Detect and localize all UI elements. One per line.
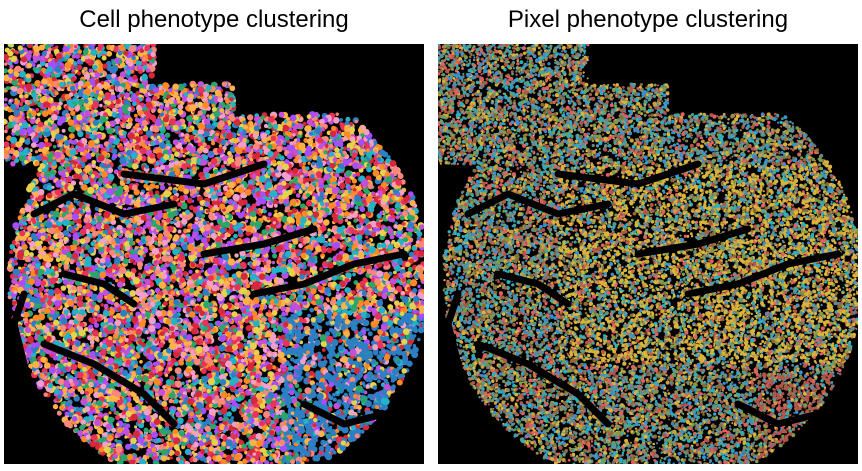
cell-cluster-dot xyxy=(164,436,169,440)
cell-cluster-dot xyxy=(344,218,349,223)
cell-cluster-dot xyxy=(177,103,184,110)
cell-cluster-dot xyxy=(173,256,178,260)
cell-cluster-dot xyxy=(75,54,80,59)
cell-cluster-dot xyxy=(154,240,159,246)
cell-cluster-dot xyxy=(245,215,250,220)
cell-cluster-dot xyxy=(325,279,329,283)
cell-cluster-dot xyxy=(354,205,359,210)
cell-cluster-dot xyxy=(72,139,78,145)
cell-cluster-dot xyxy=(11,278,18,285)
cell-cluster-dot xyxy=(113,169,119,175)
cell-cluster-dot xyxy=(272,253,278,259)
cell-cluster-dot xyxy=(327,228,331,232)
cell-cluster-dot xyxy=(70,180,77,186)
cell-cluster-dot xyxy=(416,236,421,241)
cell-cluster-dot xyxy=(68,133,75,140)
cell-cluster-dot xyxy=(23,226,28,231)
cell-cluster-dot xyxy=(308,447,313,451)
cell-cluster-dot xyxy=(367,331,373,337)
cell-cluster-dot xyxy=(7,294,12,300)
cell-cluster-dot xyxy=(417,326,424,334)
cell-cluster-dot xyxy=(70,144,75,149)
cell-cluster-dot xyxy=(89,339,95,345)
cell-cluster-dot xyxy=(125,443,132,450)
cell-cluster-dot xyxy=(172,189,178,194)
cell-cluster-dot xyxy=(295,193,301,198)
pixel-clustering-title: Pixel phenotype clustering xyxy=(438,4,858,36)
cell-cluster-dot xyxy=(58,98,63,102)
cell-cluster-dot xyxy=(4,97,8,102)
cell-cluster-dot xyxy=(274,209,278,213)
cell-cluster-dot xyxy=(353,218,358,223)
cell-cluster-dot xyxy=(85,134,90,139)
cell-cluster-dot xyxy=(135,238,140,243)
cell-clustering-title: Cell phenotype clustering xyxy=(4,4,424,36)
cell-cluster-dot xyxy=(150,108,156,113)
cell-cluster-dot xyxy=(36,173,41,178)
cell-cluster-dot xyxy=(135,353,141,359)
cell-cluster-dot xyxy=(241,155,245,160)
cell-cluster-dot xyxy=(271,260,276,265)
cell-cluster-dot xyxy=(355,171,361,177)
cell-cluster-dot xyxy=(114,438,118,443)
cell-cluster-dot xyxy=(290,248,295,253)
cell-cluster-dot xyxy=(220,391,228,399)
cell-cluster-dot xyxy=(129,90,133,95)
cell-cluster-dot xyxy=(182,391,187,396)
cell-cluster-dot xyxy=(396,230,402,235)
cell-cluster-dot xyxy=(284,208,289,213)
cell-cluster-dot xyxy=(391,239,396,244)
cell-cluster-dot xyxy=(277,335,281,339)
cell-cluster-dot xyxy=(365,235,369,239)
cell-cluster-dot xyxy=(150,345,158,352)
cell-cluster-dot xyxy=(164,137,169,142)
cell-cluster-dot xyxy=(15,50,20,55)
cell-cluster-dot xyxy=(206,144,211,150)
cell-cluster-dot xyxy=(10,274,15,280)
cell-cluster-dot xyxy=(49,321,54,326)
cell-cluster-dot xyxy=(223,160,228,165)
cell-cluster-dot xyxy=(341,292,346,297)
cell-cluster-dot xyxy=(372,302,377,307)
cell-cluster-dot xyxy=(43,107,47,112)
cell-cluster-dot xyxy=(12,222,20,230)
cell-cluster-dot xyxy=(117,153,121,157)
cell-cluster-dot xyxy=(139,359,143,364)
cell-cluster-dot xyxy=(65,112,71,118)
cell-cluster-dot xyxy=(10,44,14,48)
cell-cluster-dot xyxy=(50,283,55,288)
cell-cluster-dot xyxy=(44,138,49,143)
cell-cluster-dot xyxy=(73,424,78,428)
cell-cluster-dot xyxy=(181,445,186,450)
cell-cluster-dot xyxy=(299,203,306,210)
cell-cluster-dot xyxy=(52,403,59,410)
cell-cluster-dot xyxy=(18,266,22,270)
cell-cluster-dot xyxy=(247,114,254,121)
cell-cluster-dot xyxy=(148,72,155,79)
cell-cluster-dot xyxy=(149,62,153,66)
cell-cluster-dot xyxy=(48,53,54,59)
cell-cluster-dot xyxy=(158,388,166,397)
cell-cluster-dot xyxy=(93,322,100,328)
cell-cluster-dot xyxy=(77,49,83,54)
cell-cluster-dot xyxy=(278,343,283,349)
cell-cluster-dot xyxy=(377,379,381,383)
cell-cluster-dot xyxy=(113,139,120,146)
cell-cluster-dot xyxy=(188,379,192,383)
cell-cluster-dot xyxy=(213,419,218,424)
cell-cluster-dot xyxy=(238,258,242,262)
cell-cluster-dot xyxy=(314,339,321,347)
cell-clustering-canvas xyxy=(4,44,424,464)
cell-clustering-image xyxy=(4,44,424,464)
cell-cluster-dot xyxy=(272,176,278,182)
cell-cluster-dot xyxy=(259,184,265,190)
cell-cluster-dot xyxy=(18,70,27,78)
cell-cluster-dot xyxy=(160,455,168,462)
